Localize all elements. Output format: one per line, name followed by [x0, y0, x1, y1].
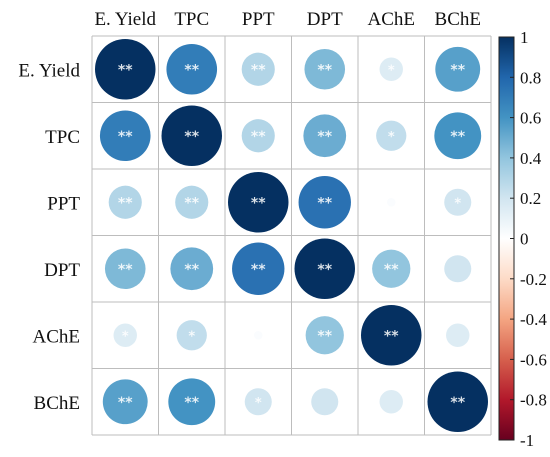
correlation-circle-dpt-ache	[372, 249, 411, 288]
correlation-circle-dpt-bche	[444, 255, 472, 283]
correlation-circle-dpt-eyield	[104, 248, 146, 290]
significance-mark: **	[450, 395, 465, 411]
row-label: BChE	[34, 393, 80, 414]
correlation-circle-eyield-eyield	[95, 39, 156, 100]
correlation-circle-tpc-bche	[434, 112, 482, 160]
row-label: DPT	[44, 260, 80, 281]
colorbar-tick-label: 0.6	[520, 109, 541, 128]
significance-mark: *	[122, 329, 129, 344]
colorbar-tick-label: -1	[520, 431, 534, 450]
correlation-circle-ache-bche	[446, 323, 470, 347]
significance-mark: *	[388, 130, 395, 145]
colorbar: 1 0.8 0.6 0.4 0.2 0 -0.2 -0.4 -0.6 -0.8 -1	[498, 28, 547, 450]
correlation-circle-tpc-ppt	[241, 119, 275, 153]
correlation-circle-ppt-ache	[386, 197, 396, 207]
significance-mark: **	[317, 62, 332, 78]
correlation-circle-ppt-tpc	[175, 185, 209, 219]
column-label: PPT	[242, 9, 275, 30]
correlation-circle-ache-ache	[361, 305, 422, 366]
correlation-circle-tpc-eyield	[99, 110, 151, 162]
correlation-circle-ppt-dpt	[298, 176, 351, 229]
correlation-circle-dpt-ppt	[232, 242, 285, 295]
correlation-circle-bche-ppt	[244, 388, 272, 416]
correlation-circle-ppt-bche	[444, 188, 472, 216]
colorbar-tick-label: 1	[520, 28, 529, 47]
significance-mark: **	[317, 129, 332, 145]
column-label: AChE	[368, 9, 416, 30]
significance-mark: **	[184, 395, 199, 411]
correlation-circle-ache-eyield	[113, 323, 137, 347]
column-labels: E. Yield TPC PPT DPT AChE BChE	[94, 9, 481, 30]
significance-mark: **	[118, 129, 133, 145]
significance-mark: **	[317, 195, 332, 211]
significance-mark: **	[184, 129, 199, 145]
significance-mark: *	[255, 396, 262, 411]
correlation-circle-bche-eyield	[102, 379, 148, 425]
colorbar-tick-label: -0.4	[520, 310, 547, 329]
correlation-circle-ache-dpt	[305, 316, 344, 355]
significance-mark: **	[118, 195, 133, 211]
significance-mark: **	[184, 262, 199, 278]
significance-mark: **	[251, 195, 266, 211]
correlation-circle-eyield-ache	[379, 57, 403, 81]
significance-mark: **	[251, 262, 266, 278]
significance-mark: **	[118, 395, 133, 411]
correlation-circle-dpt-tpc	[170, 247, 214, 291]
correlation-circle-dpt-dpt	[294, 238, 355, 299]
row-labels: E. Yield TPC PPT DPT AChE BChE	[18, 60, 80, 414]
colorbar-tick-label: 0.2	[520, 189, 541, 208]
correlation-circle-tpc-dpt	[303, 114, 347, 158]
significance-mark: **	[317, 328, 332, 344]
correlation-circle-ache-ppt	[253, 330, 263, 340]
row-label: PPT	[47, 193, 80, 214]
significance-mark: *	[454, 196, 461, 211]
column-label: BChE	[435, 9, 481, 30]
colorbar-tick-label: 0	[520, 230, 529, 249]
correlation-circle-tpc-tpc	[161, 105, 222, 166]
correlation-circle-bche-dpt	[311, 388, 339, 416]
significance-mark: **	[251, 62, 266, 78]
significance-mark: *	[388, 63, 395, 78]
column-label: E. Yield	[94, 9, 156, 30]
correlation-circle-eyield-bche	[435, 46, 481, 92]
correlation-circle-bche-tpc	[168, 378, 216, 426]
row-label: TPC	[45, 127, 80, 148]
colorbar-tick-label: -0.6	[520, 350, 547, 369]
correlation-circle-eyield-ppt	[241, 52, 275, 86]
row-label: E. Yield	[18, 60, 80, 81]
correlation-circle-eyield-tpc	[166, 43, 218, 95]
significance-mark: **	[450, 62, 465, 78]
significance-mark: **	[184, 195, 199, 211]
colorbar-tick-label: 0.8	[520, 68, 541, 87]
correlation-circle-ppt-ppt	[228, 172, 289, 233]
correlation-circle-tpc-ache	[376, 120, 407, 151]
significance-mark: **	[317, 262, 332, 278]
correlation-circle-bche-bche	[427, 371, 488, 432]
significance-mark: **	[450, 129, 465, 145]
correlation-circles: ** ** ** ** * **** ** ** ** * **** ** ** ** *** ** ** ** *…	[95, 39, 488, 432]
column-label: TPC	[174, 9, 209, 30]
correlation-circle-eyield-dpt	[304, 48, 346, 90]
colorbar-tick-label: -0.8	[520, 391, 547, 410]
matrix-grid	[91, 35, 492, 436]
significance-mark: **	[118, 262, 133, 278]
colorbar-tick-label: 0.4	[520, 149, 542, 168]
significance-mark: **	[384, 262, 399, 278]
row-label: AChE	[33, 326, 81, 347]
significance-mark: *	[188, 329, 195, 344]
correlation-circle-ache-tpc	[176, 320, 207, 351]
significance-mark: **	[251, 129, 266, 145]
correlation-circle-ppt-eyield	[108, 185, 142, 219]
correlation-circle-bche-ache	[379, 390, 403, 414]
column-label: DPT	[307, 9, 343, 30]
colorbar-tick-label: -0.2	[520, 270, 547, 289]
significance-mark: **	[184, 62, 199, 78]
significance-mark: **	[384, 328, 399, 344]
significance-mark: **	[118, 62, 133, 78]
